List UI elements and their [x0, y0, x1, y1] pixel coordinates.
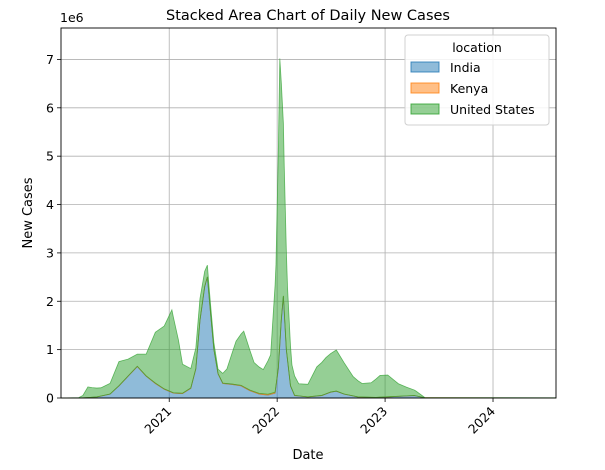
plot-frame: [60, 27, 557, 399]
chart-title: Stacked Area Chart of Daily New Cases: [166, 8, 450, 24]
x-tick-label: 2024: [465, 403, 498, 436]
y-tick-label: 4: [46, 197, 54, 212]
legend-label: United States: [450, 102, 535, 117]
y-tick-label: 5: [46, 149, 54, 164]
legend-label: Kenya: [450, 81, 488, 96]
area-india: [60, 276, 557, 399]
x-axis-label: Date: [292, 448, 323, 463]
y-tick-label: 7: [46, 52, 54, 67]
y-axis: 0 1 2 3 4 5 6 7: [46, 52, 61, 406]
plot-border: [60, 27, 557, 399]
legend-box: [404, 34, 550, 126]
y-axis-label: New Cases: [21, 177, 36, 248]
y-axis-offset-label: 1e6: [60, 10, 84, 25]
x-tick-label: 2021: [141, 404, 174, 437]
y-tick-label: 1: [46, 342, 54, 357]
legend-label: India: [450, 60, 481, 75]
legend-title: location: [452, 40, 502, 55]
y-tick-label: 2: [46, 294, 54, 309]
y-tick-label: 6: [46, 100, 54, 115]
x-tick-label: 2023: [357, 404, 390, 437]
legend-swatch: [410, 61, 440, 73]
legend: location India Kenya United States: [404, 34, 550, 126]
legend-swatch: [410, 103, 440, 115]
x-tick-label: 2022: [249, 404, 282, 437]
legend-swatch: [410, 82, 440, 94]
y-tick-label: 0: [46, 391, 54, 406]
y-tick-label: 3: [46, 245, 54, 260]
x-axis: 2021 2022 2023 2024: [141, 398, 498, 437]
